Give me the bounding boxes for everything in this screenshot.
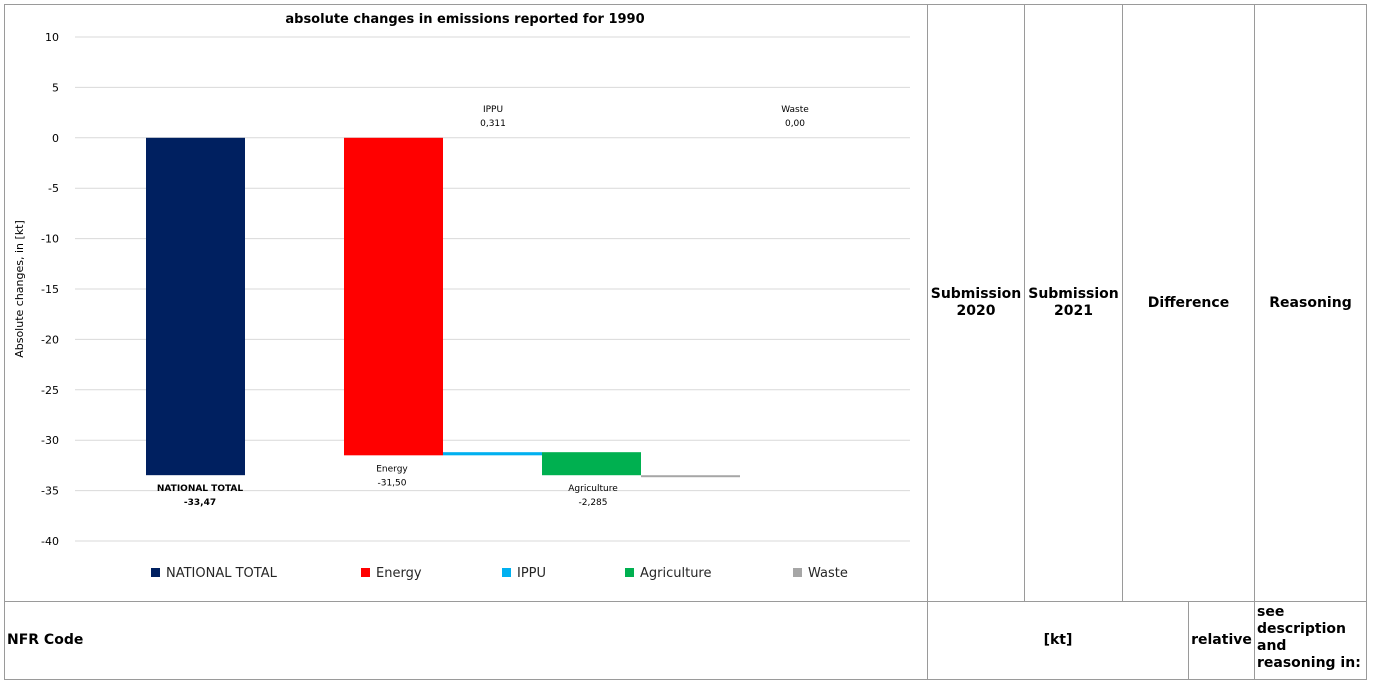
emissions-chart: absolute changes in emissions reported f… <box>13 12 910 581</box>
data-label-name: Energy <box>376 464 408 474</box>
header-see-description: see description and reasoning in: <box>1254 601 1367 680</box>
header-reasoning-text: Reasoning <box>1269 294 1352 311</box>
bar-energy <box>344 137 443 456</box>
header-kt: [kt] <box>927 601 1189 680</box>
bar-ippu <box>443 452 542 456</box>
y-tick-label: -30 <box>41 434 59 447</box>
legend-waste-label: Waste <box>808 566 848 581</box>
header-submission-2021: Submission 2021 <box>1024 4 1123 602</box>
legend-agriculture-swatch <box>625 568 634 577</box>
y-axis-label: Absolute changes, in [kt] <box>13 220 26 358</box>
data-label-name: Waste <box>781 105 809 115</box>
chart-cell: absolute changes in emissions reported f… <box>4 4 928 602</box>
y-tick-label: -35 <box>41 485 59 498</box>
y-tick-label: -5 <box>48 182 59 195</box>
y-tick-label: -20 <box>41 333 59 346</box>
data-label-name: Agriculture <box>568 484 618 494</box>
bar-waste <box>641 475 740 478</box>
legend-ippu-label: IPPU <box>517 566 546 581</box>
legend-waste-swatch <box>793 568 802 577</box>
legend-agriculture-label: Agriculture <box>640 566 712 581</box>
data-label-name: NATIONAL TOTAL <box>157 484 243 494</box>
data-label-name: IPPU <box>483 105 503 115</box>
header-relative-text: relative <box>1191 632 1252 648</box>
data-label-value: 0,311 <box>480 119 506 129</box>
y-tick-label: -25 <box>41 384 59 397</box>
header-relative: relative <box>1188 601 1255 680</box>
header-difference-text: Difference <box>1147 294 1230 311</box>
legend-national-total-label: NATIONAL TOTAL <box>166 566 278 581</box>
legend-ippu-swatch <box>502 568 511 577</box>
y-tick-label: 5 <box>52 81 59 94</box>
header-submission-2020: Submission 2020 <box>927 4 1025 602</box>
header-nfr-code: NFR Code <box>4 601 928 680</box>
y-tick-label: -40 <box>41 535 59 548</box>
header-difference: Difference <box>1122 4 1255 602</box>
y-tick-label: 0 <box>52 132 59 145</box>
y-tick-label: 10 <box>45 31 59 44</box>
y-tick-label: -15 <box>41 283 59 296</box>
header-submission-2020-text: Submission 2020 <box>930 286 1022 319</box>
bar-national-total <box>146 137 245 476</box>
data-label-value: -33,47 <box>184 498 216 508</box>
chart-title: absolute changes in emissions reported f… <box>285 12 644 27</box>
legend-energy-label: Energy <box>376 566 422 581</box>
header-see-description-text: see description and reasoning in: <box>1257 604 1361 671</box>
header-reasoning: Reasoning <box>1254 4 1367 602</box>
bar-agriculture <box>542 452 641 476</box>
header-kt-text: [kt] <box>1043 632 1073 648</box>
data-label-value: 0,00 <box>785 119 805 129</box>
header-submission-2021-text: Submission 2021 <box>1028 286 1119 319</box>
header-nfr-code-text: NFR Code <box>7 632 84 648</box>
y-tick-label: -10 <box>41 233 59 246</box>
data-label-value: -31,50 <box>377 478 406 488</box>
data-label-value: -2,285 <box>578 498 607 508</box>
legend-national-total-swatch <box>151 568 160 577</box>
legend-energy-swatch <box>361 568 370 577</box>
